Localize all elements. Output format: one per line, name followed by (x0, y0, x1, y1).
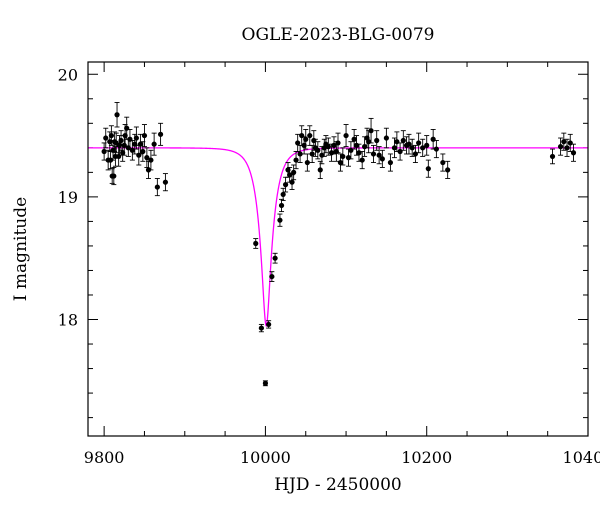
data-point (253, 238, 259, 249)
data-point (315, 141, 321, 160)
model-curve-layer (88, 147, 588, 328)
model-curve (88, 147, 588, 328)
data-point (440, 153, 446, 172)
data-point (277, 213, 283, 227)
x-tick-label: 9800 (84, 448, 125, 467)
data-point (282, 176, 289, 193)
axis-ticks (88, 62, 589, 436)
data-point (162, 173, 169, 192)
data-point (307, 125, 313, 146)
data-point (564, 138, 570, 157)
y-axis-label: I magnitude (11, 197, 31, 301)
data-point (258, 323, 264, 333)
data-point (430, 128, 436, 150)
data-point (370, 144, 377, 164)
data-point (154, 178, 160, 197)
data-point (400, 130, 406, 151)
data-point (335, 132, 341, 154)
data-point (148, 149, 154, 171)
y-tick-label: 20 (58, 65, 78, 84)
data-point (108, 125, 114, 146)
y-tick-label: 19 (58, 188, 78, 207)
data-point (295, 133, 301, 152)
data-point (118, 130, 124, 151)
x-axis-label: HJD - 2450000 (274, 475, 402, 495)
data-point (340, 147, 346, 166)
data-point (141, 124, 148, 148)
x-tick-label: 10200 (401, 448, 452, 467)
data-point (157, 122, 164, 146)
data-point (101, 142, 107, 161)
data-point (289, 174, 295, 190)
data-point (570, 143, 577, 162)
data-point (272, 252, 278, 264)
data-point (425, 159, 431, 178)
data-point (445, 160, 451, 179)
data-point (359, 151, 365, 170)
data-point (304, 153, 310, 172)
data-point (325, 137, 331, 156)
data-point (379, 149, 385, 168)
chart-title: OGLE-2023-BLG-0079 (242, 25, 435, 45)
data-point (280, 187, 286, 202)
x-tick-label: 10400 (563, 448, 600, 467)
data-point (416, 132, 422, 154)
data-point (368, 117, 374, 144)
data-point (557, 137, 564, 156)
data-point (297, 144, 303, 164)
data-point (397, 142, 403, 161)
data-point (343, 124, 349, 148)
data-point (151, 132, 157, 156)
data-point (433, 140, 439, 159)
data-point (278, 198, 285, 213)
data-point (420, 138, 426, 157)
data-point (387, 153, 394, 172)
y-tick-label: 18 (58, 311, 78, 330)
x-tick-label: 10000 (240, 448, 291, 467)
data-point (406, 133, 412, 155)
data-point (262, 380, 269, 387)
data-point (269, 271, 275, 282)
data-point (266, 320, 272, 329)
data-point (116, 146, 122, 167)
data-point (409, 138, 415, 157)
data-point (114, 102, 120, 128)
data-points-layer (101, 102, 577, 387)
data-point (561, 132, 567, 151)
data-point (549, 148, 556, 165)
data-point (383, 127, 389, 149)
data-point (424, 135, 430, 156)
data-point (303, 128, 309, 150)
data-point (376, 146, 382, 165)
data-point (291, 164, 297, 181)
data-point (412, 144, 419, 164)
data-point (140, 141, 146, 162)
data-point (111, 167, 117, 186)
tick-labels: 9800 10000 10200 10400 18 19 20 (58, 65, 600, 467)
data-point (103, 127, 109, 149)
plot-frame (87, 61, 589, 437)
